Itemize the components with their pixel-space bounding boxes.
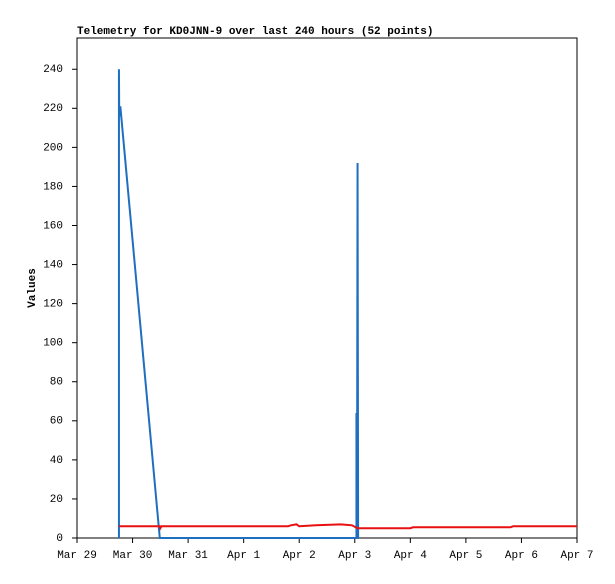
x-tick-label: Apr 5 — [449, 550, 482, 562]
y-tick-label: 40 — [50, 455, 63, 467]
y-tick-label: 60 — [50, 416, 63, 428]
chart-title: Telemetry for KD0JNN-9 over last 240 hou… — [77, 26, 433, 38]
x-tick-label: Apr 2 — [283, 550, 316, 562]
y-tick-label: 180 — [43, 181, 63, 193]
y-tick-label: 240 — [43, 64, 63, 76]
x-tick-label: Mar 29 — [57, 550, 97, 562]
y-tick-label: 200 — [43, 142, 63, 154]
y-tick-label: 0 — [56, 533, 63, 545]
x-tick-label: Apr 3 — [338, 550, 371, 562]
y-axis-label: Values — [27, 268, 39, 308]
y-tick-label: 220 — [43, 103, 63, 115]
x-tick-label: Apr 6 — [505, 550, 538, 562]
x-tick-label: Apr 7 — [560, 550, 593, 562]
y-tick-label: 160 — [43, 220, 63, 232]
series-line — [117, 69, 360, 539]
y-tick-label: 140 — [43, 259, 63, 271]
x-tick-label: Mar 31 — [168, 550, 208, 562]
y-tick-label: 80 — [50, 377, 63, 389]
x-tick-label: Mar 30 — [113, 550, 153, 562]
y-tick-label: 20 — [50, 494, 63, 506]
x-tick-label: Apr 1 — [227, 550, 260, 562]
y-tick-label: 120 — [43, 299, 63, 311]
x-tick-label: Apr 4 — [394, 550, 427, 562]
series-line — [118, 523, 577, 531]
y-tick-label: 100 — [43, 338, 63, 350]
